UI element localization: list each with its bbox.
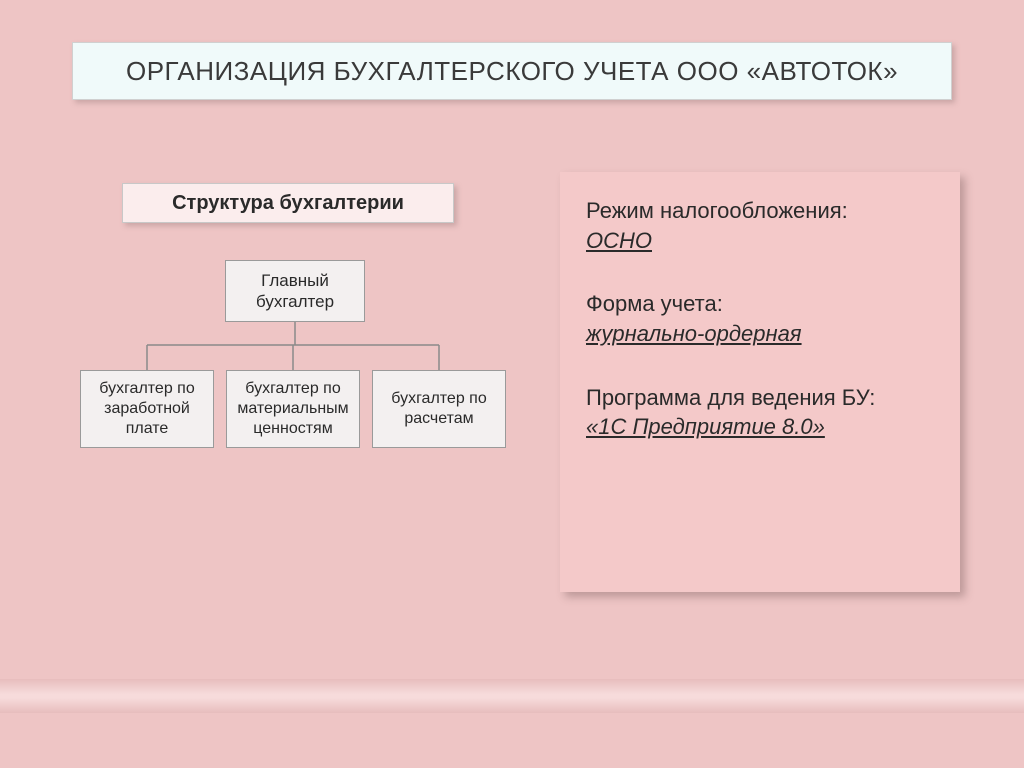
subtitle-bar: Структура бухгалтерии [122, 183, 454, 223]
info-tax-label: Режим налогообложения: [586, 196, 934, 226]
org-root-node: Главный бухгалтер [225, 260, 365, 322]
page-title: ОРГАНИЗАЦИЯ БУХГАЛТЕРСКОГО УЧЕТА ООО «АВ… [126, 56, 898, 87]
title-bar: ОРГАНИЗАЦИЯ БУХГАЛТЕРСКОГО УЧЕТА ООО «АВ… [72, 42, 952, 100]
info-tax-value: ОСНО [586, 226, 934, 256]
info-prog-value: «1С Предприятие 8.0» [586, 412, 934, 442]
info-form-value: журнально-ордерная [586, 319, 934, 349]
org-child-node: бухгалтер по заработной плате [80, 370, 214, 448]
info-form-label: Форма учета: [586, 289, 934, 319]
org-root-label: Главный бухгалтер [226, 270, 364, 313]
org-child-label: бухгалтер по материальным ценностям [231, 379, 355, 439]
org-child-label: бухгалтер по расчетам [377, 389, 501, 429]
info-form: Форма учета: журнально-ордерная [586, 289, 934, 348]
subtitle: Структура бухгалтерии [172, 192, 404, 215]
org-child-label: бухгалтер по заработной плате [85, 379, 209, 439]
org-child-node: бухгалтер по расчетам [372, 370, 506, 448]
info-prog-label: Программа для ведения БУ: [586, 383, 934, 413]
info-tax: Режим налогообложения: ОСНО [586, 196, 934, 255]
info-panel: Режим налогообложения: ОСНО Форма учета:… [560, 172, 960, 592]
org-child-node: бухгалтер по материальным ценностям [226, 370, 360, 448]
info-prog: Программа для ведения БУ: «1С Предприяти… [586, 383, 934, 442]
footer-strip [0, 679, 1024, 713]
